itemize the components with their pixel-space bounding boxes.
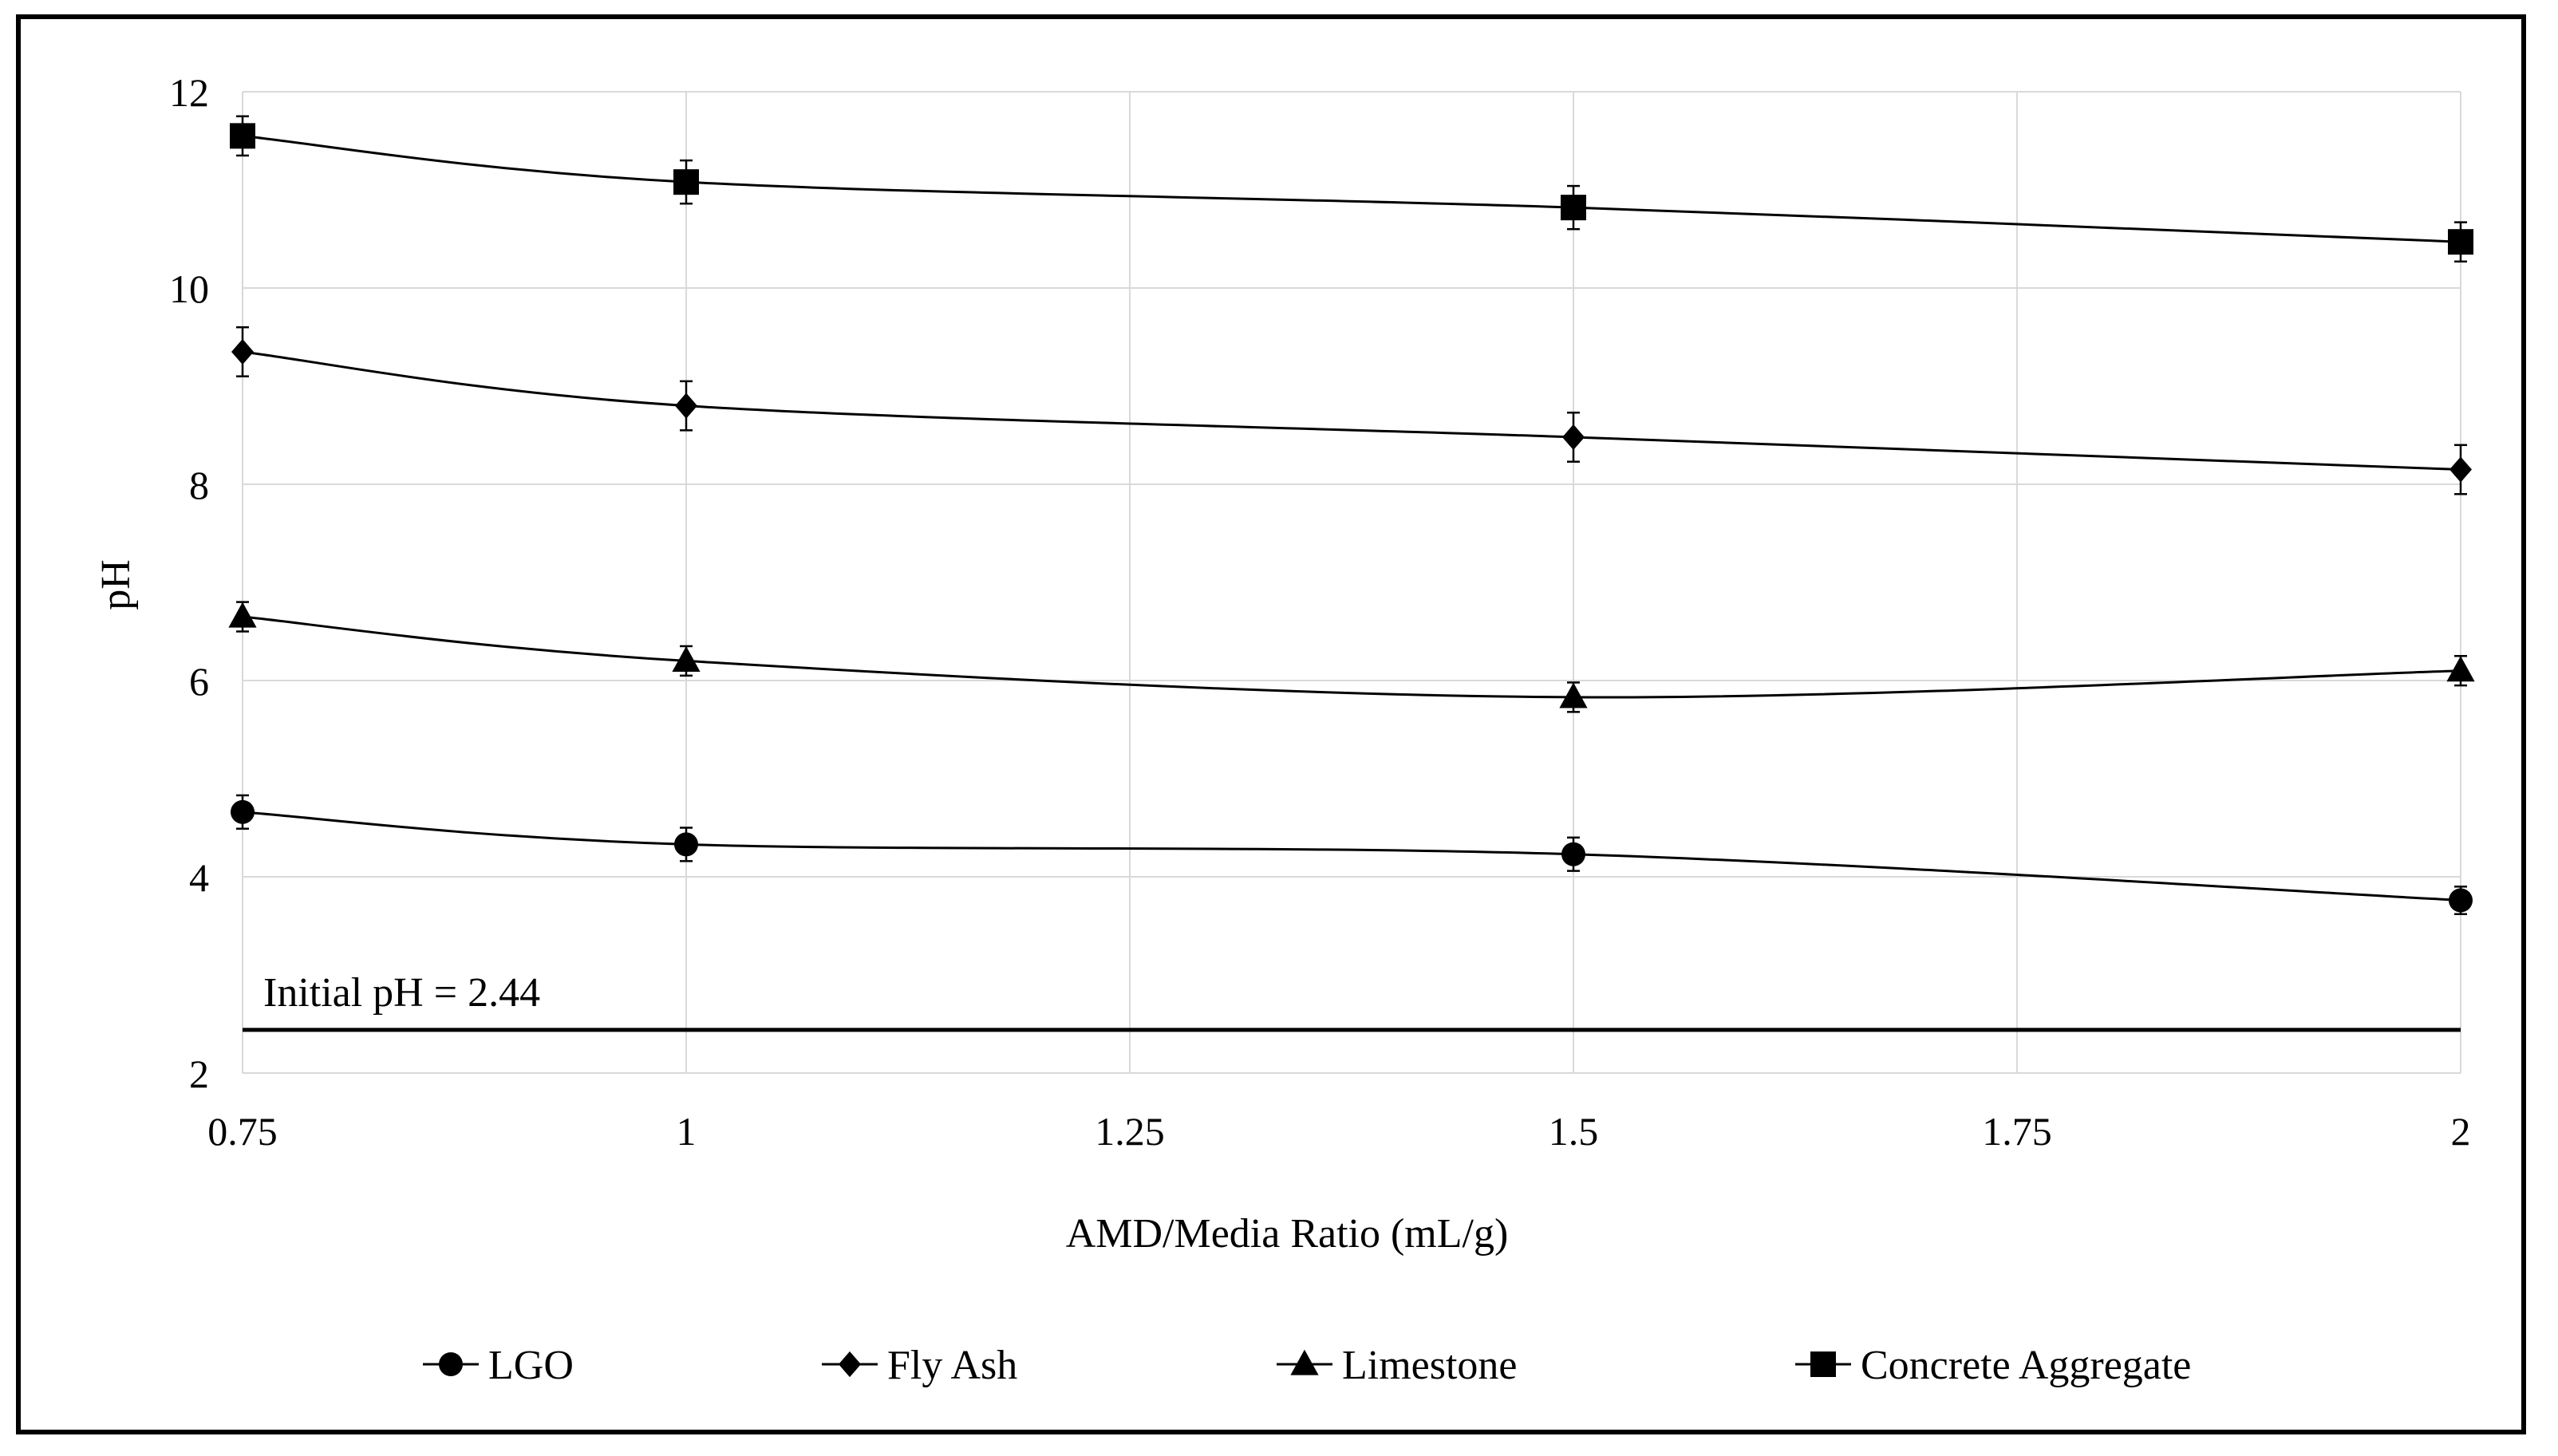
legend-label: LGO <box>488 1343 574 1388</box>
y-tick-label: 12 <box>169 70 209 115</box>
x-tick-label: 1.75 <box>1982 1109 2052 1154</box>
data-point-concrete-aggregate <box>230 123 255 149</box>
reference-line-group: Initial pH = 2.44 <box>243 970 2461 1032</box>
data-point-concrete-aggregate <box>1561 195 1586 221</box>
x-axis-label: AMD/Media Ratio (mL/g) <box>1066 1211 1509 1257</box>
data-point-lgo <box>674 832 698 857</box>
data-point-fly-ash <box>675 393 697 419</box>
series-line-lgo <box>242 811 2461 902</box>
tick-labels: 2 4 6 8 10 12 0.75 1 1.25 1.5 1.75 2 <box>169 70 2471 1154</box>
data-point-concrete-aggregate <box>673 169 699 195</box>
y-tick-label: 4 <box>189 855 209 900</box>
legend-marker-limestone <box>1290 1349 1319 1375</box>
chart-frame <box>16 14 2526 1434</box>
series-line-limestone <box>242 615 2461 699</box>
legend-label: Limestone <box>1342 1343 1518 1388</box>
legend-item-lgo: LGO <box>423 1343 574 1388</box>
y-tick-label: 6 <box>189 659 209 704</box>
data-point-limestone <box>1559 682 1588 708</box>
legend-item-fly-ash: Fly Ash <box>822 1343 1017 1388</box>
gridlines <box>242 91 2461 1074</box>
data-point-limestone <box>228 602 257 628</box>
y-tick-label: 10 <box>169 266 209 311</box>
legend-label: Concrete Aggregate <box>1861 1343 2191 1388</box>
x-tick-label: 2 <box>2451 1109 2471 1154</box>
series-lgo <box>231 794 2473 915</box>
data-point-lgo <box>231 799 255 824</box>
initial-ph-label: Initial pH = 2.44 <box>263 970 540 1016</box>
data-point-fly-ash <box>231 338 254 365</box>
data-point-lgo <box>2449 888 2473 913</box>
legend-label: Fly Ash <box>887 1343 1017 1388</box>
y-axis-label: pH <box>93 559 139 610</box>
legend-marker-concrete-aggregate <box>1810 1351 1836 1377</box>
series-concrete-aggregate <box>230 115 2473 263</box>
series-line-concrete-aggregate <box>242 134 2461 243</box>
data-point-limestone <box>2446 656 2475 682</box>
legend-item-concrete-aggregate: Concrete Aggregate <box>1795 1343 2191 1388</box>
y-tick-label: 2 <box>189 1052 209 1096</box>
data-point-lgo <box>1561 842 1585 866</box>
data-point-limestone <box>672 646 701 672</box>
y-tick-label: 8 <box>189 463 209 507</box>
data-point-concrete-aggregate <box>2448 229 2473 255</box>
legend-marker-lgo <box>439 1352 463 1376</box>
series-limestone <box>228 601 2475 713</box>
x-tick-label: 1.5 <box>1549 1109 1599 1154</box>
x-tick-label: 1.25 <box>1095 1109 1165 1154</box>
data-point-fly-ash <box>1562 424 1585 451</box>
series-fly-ash <box>231 326 2472 495</box>
series-group <box>228 115 2475 915</box>
series-line-fly-ash <box>242 350 2461 472</box>
x-tick-label: 0.75 <box>207 1109 278 1154</box>
data-point-fly-ash <box>2449 456 2472 483</box>
legend: LGO Fly Ash Limestone Concrete Aggregate <box>423 1343 2191 1388</box>
x-tick-label: 1 <box>677 1109 697 1154</box>
legend-item-limestone: Limestone <box>1277 1343 1518 1388</box>
legend-marker-fly-ash <box>839 1351 861 1378</box>
